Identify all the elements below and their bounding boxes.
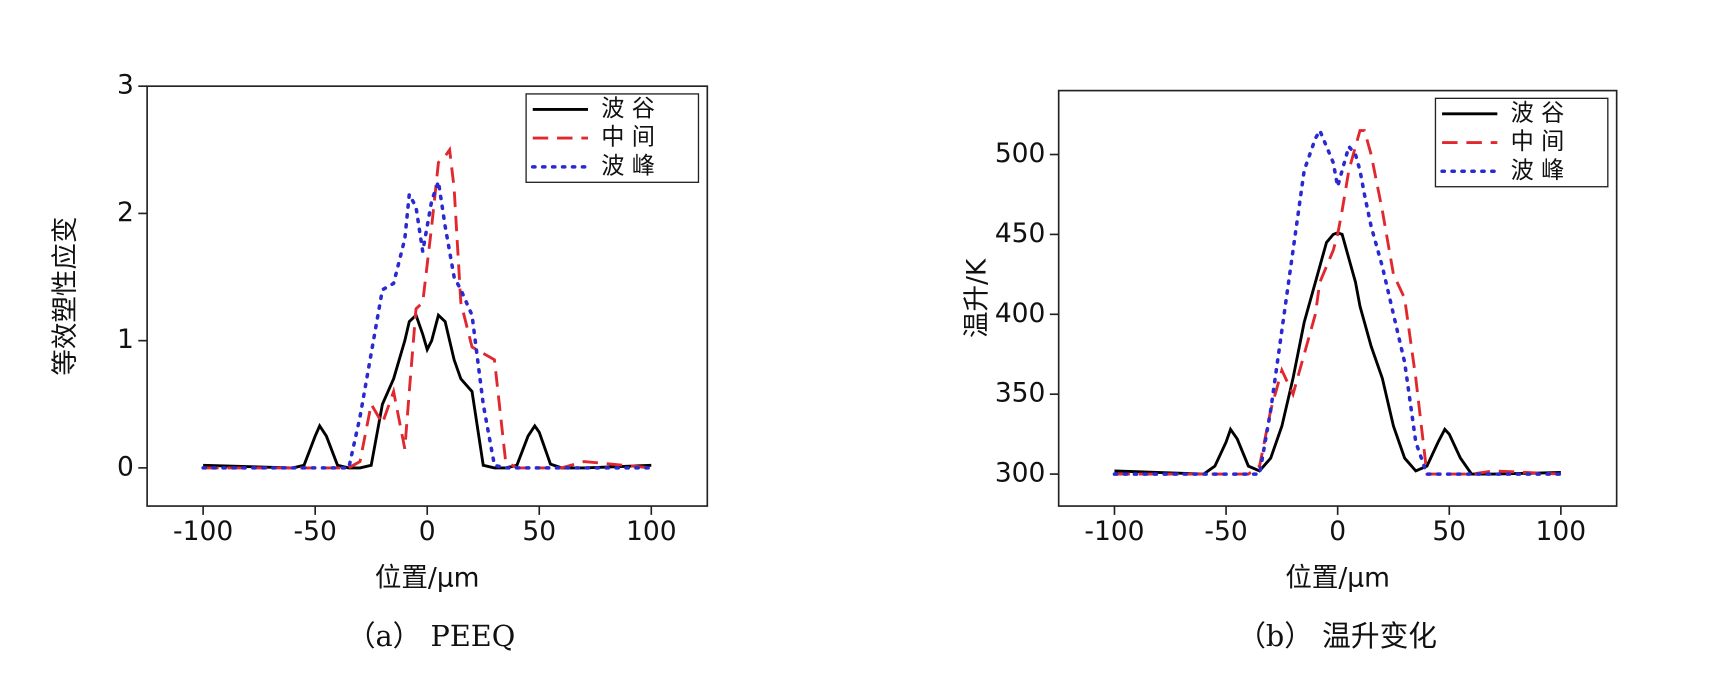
y-tick-label: 3 <box>117 70 134 101</box>
legend-label: 中 间 <box>601 124 655 151</box>
x-tick-label: -100 <box>173 516 233 547</box>
y-tick-label: 500 <box>995 138 1046 169</box>
caption: （a） PEEQ <box>347 619 515 653</box>
x-tick-label: 100 <box>626 516 677 547</box>
y-axis-label: 等效塑性应变 <box>50 217 81 376</box>
legend-label: 中 间 <box>1511 128 1565 155</box>
legend-label: 波 谷 <box>1511 99 1565 126</box>
y-tick-label: 400 <box>995 298 1046 329</box>
x-tick-label: -100 <box>1084 516 1144 547</box>
caption: （b） 温升变化 <box>1237 619 1437 653</box>
y-tick-label: 1 <box>117 324 134 355</box>
y-tick-label: 350 <box>995 378 1046 409</box>
series-line <box>203 312 652 470</box>
x-axis-label: 位置/μm <box>1285 562 1390 593</box>
y-tick-label: 0 <box>117 451 134 482</box>
legend-label: 波 峰 <box>601 152 655 179</box>
y-tick-label: 2 <box>117 197 134 228</box>
y-tick-label: 450 <box>995 218 1046 249</box>
series-line <box>1114 231 1561 476</box>
x-tick-label: 100 <box>1536 516 1587 547</box>
y-tick-label: 300 <box>995 458 1046 489</box>
series-line <box>201 181 654 470</box>
y-axis-label: 温升/K <box>962 258 993 338</box>
x-tick-label: 0 <box>1329 516 1346 547</box>
x-tick-label: 50 <box>522 516 556 547</box>
legend-label: 波 谷 <box>601 95 655 122</box>
x-tick-label: -50 <box>1204 516 1247 547</box>
series-line <box>1112 126 1563 476</box>
x-tick-label: -50 <box>294 516 337 547</box>
series-line <box>203 145 652 470</box>
x-tick-label: 50 <box>1432 516 1466 547</box>
legend-label: 波 峰 <box>1511 157 1565 184</box>
x-tick-label: 0 <box>419 516 436 547</box>
x-axis-label: 位置/μm <box>375 562 480 593</box>
